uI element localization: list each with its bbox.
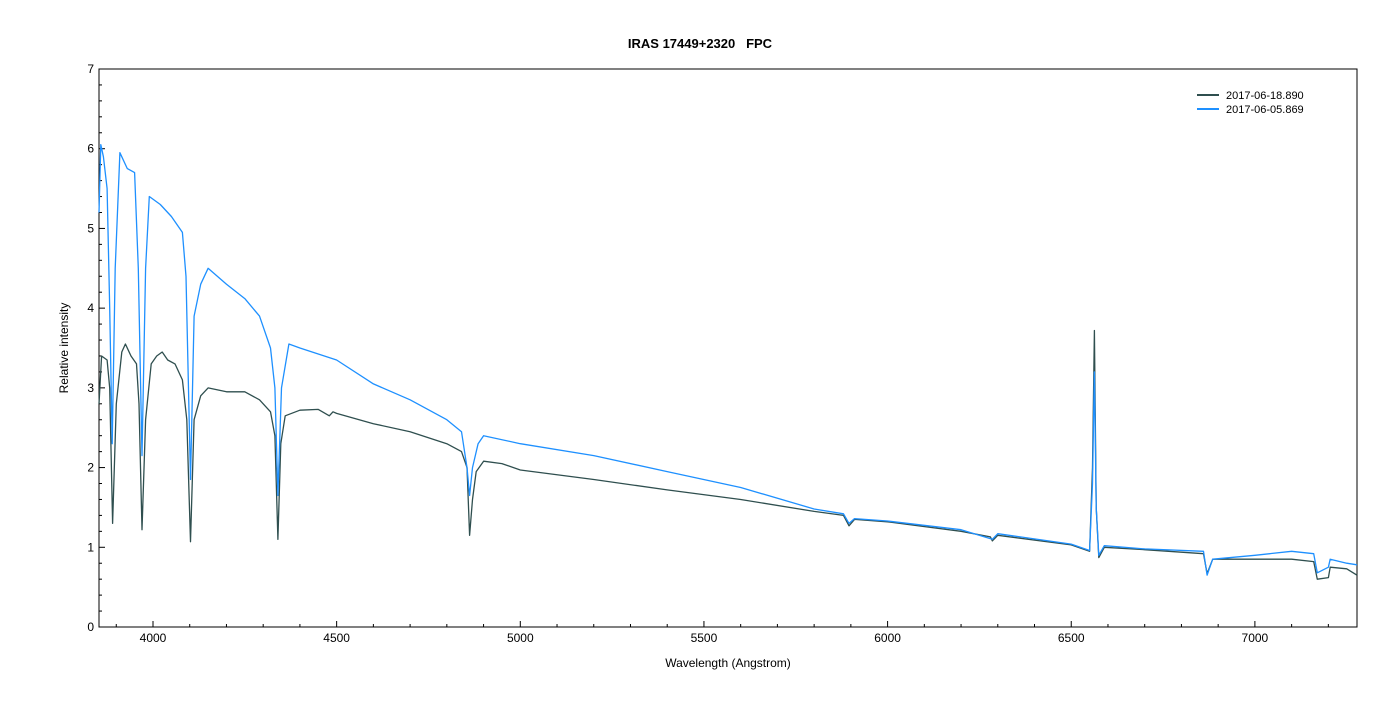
x-tick-label: 5000 [507,631,534,645]
axis-ticks: 4000 4500 5000 5500 6000 6500 7000 0 1 2 3 4 5 6 7 [87,62,1329,645]
y-tick-label: 0 [87,620,94,634]
y-tick-label: 1 [87,540,94,554]
series-line-2 [98,144,1358,576]
x-tick-label: 6500 [1058,631,1085,645]
chart-title: IRAS 17449+2320 FPC [628,36,773,51]
x-tick-label: 7000 [1242,631,1269,645]
y-tick-label: 5 [87,221,94,235]
series-lines [98,144,1358,580]
x-tick-label: 4000 [140,631,167,645]
plot-area [98,68,1358,628]
x-tick-label: 6000 [874,631,901,645]
y-tick-label: 7 [87,62,94,76]
y-axis-label: Relative intensity [57,303,71,394]
y-tick-label: 4 [87,301,94,315]
series-line-1 [98,329,1358,580]
x-tick-label: 4500 [323,631,350,645]
legend: 2017-06-18.890 2017-06-05.869 [1197,90,1304,116]
x-axis-label: Wavelength (Angstrom) [665,656,791,670]
y-tick-label: 3 [87,381,94,395]
legend-label: 2017-06-18.890 [1226,90,1304,102]
y-tick-label: 6 [87,142,94,156]
x-tick-label: 5500 [691,631,718,645]
legend-label: 2017-06-05.869 [1226,104,1304,116]
y-tick-label: 2 [87,461,94,475]
